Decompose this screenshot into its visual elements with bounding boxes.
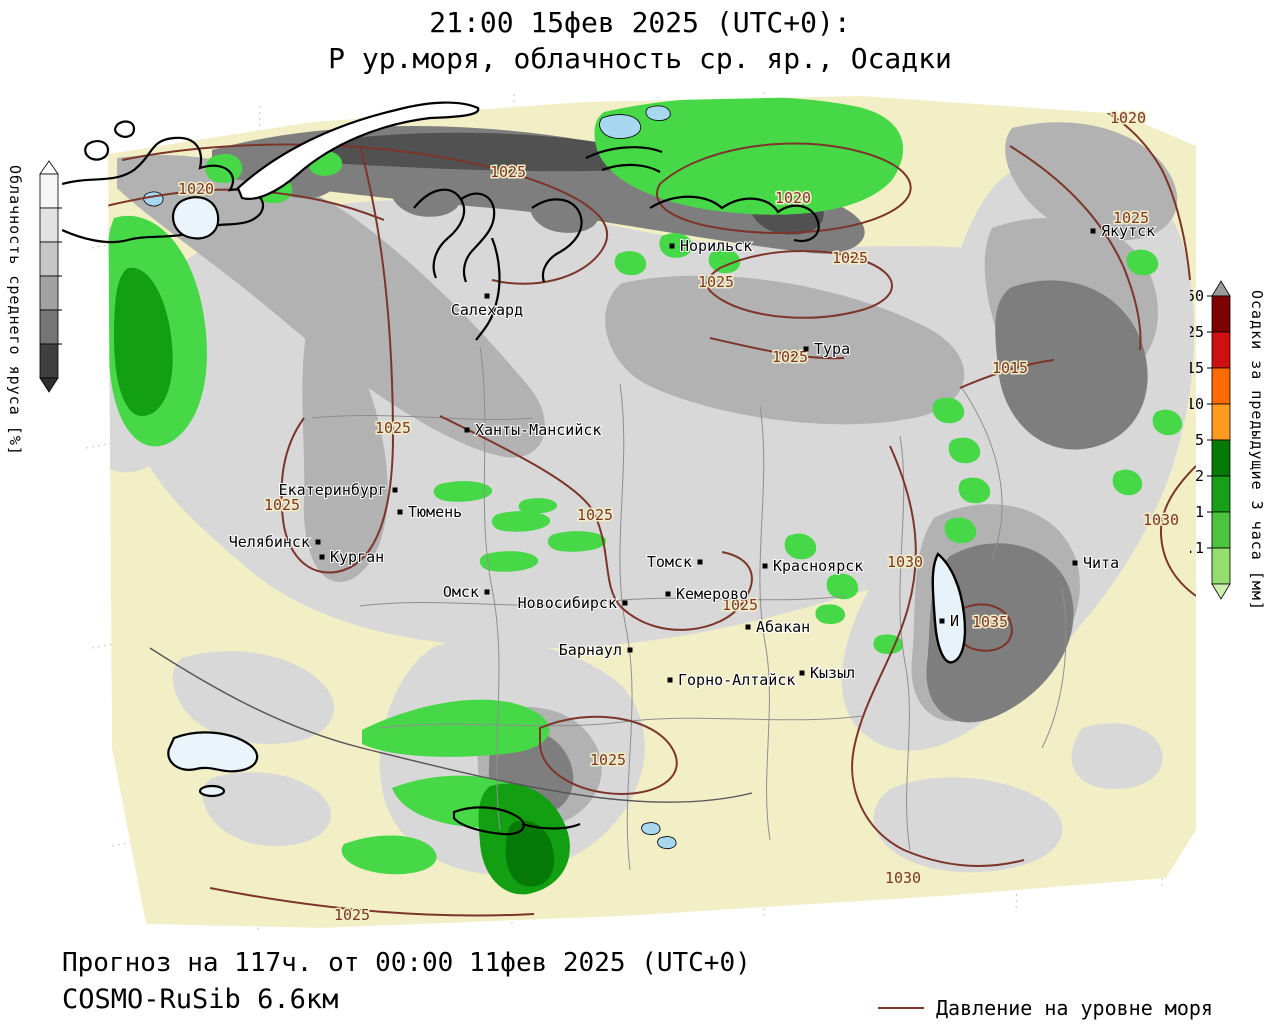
isobar-value-label: 1030 (885, 869, 921, 887)
model-domain (108, 96, 1196, 928)
isobar-value-label: 1020 (178, 180, 214, 198)
svg-text:1: 1 (1195, 503, 1204, 521)
isobar-value-label: 1015 (992, 359, 1028, 377)
city-markers: Норильск Салехард Тура Якутск Ханты-Мансийск… (228, 221, 1156, 690)
city-marker: Екатеринбург (278, 480, 398, 500)
city-marker: Курган (319, 547, 385, 567)
city-label: Тура (814, 340, 850, 358)
svg-text:15: 15 (1190, 359, 1204, 377)
cloudiness-axis-label: Облачность среднего яруса [%] (6, 164, 24, 456)
city-marker: Чита (1072, 553, 1120, 573)
city-marker: Норильск (669, 236, 753, 256)
isobar-value-label: 1025 (264, 496, 300, 514)
isobar-value-label: 1025 (1113, 209, 1149, 227)
isobar-value-label: 1025 (375, 419, 411, 437)
forecast-map-canvas: 1020 1025 1020 1020 1025 1025 1025 1025 1015 1025… (61, 88, 1196, 945)
isobar-value-label: 1025 (832, 249, 868, 267)
city-marker: Челябинск (228, 532, 321, 552)
country-border (149, 647, 753, 803)
city-label: Томск (647, 553, 692, 571)
city-marker: Горно-Алтайск (667, 670, 796, 690)
city-marker: Якутск (1090, 221, 1156, 241)
city-label: Кызыл (810, 664, 855, 682)
pressure-legend-label: Давление на уровне моря (936, 996, 1213, 1020)
city-label: Курган (330, 548, 384, 566)
city-marker: Ханты-Мансийск (464, 420, 602, 440)
city-label: Ханты-Мансийск (475, 421, 601, 439)
map-title-variables: Р ур.моря, облачность ср. яр., Осадки (328, 42, 952, 75)
city-label: Норильск (680, 237, 752, 255)
pressure-legend: Давление на уровне моря (878, 996, 1213, 1020)
city-marker: Тюмень (397, 502, 463, 522)
coastlines (61, 101, 967, 836)
city-label: Екатеринбург (279, 481, 387, 499)
svg-text:50: 50 (1190, 287, 1204, 305)
city-label: Красноярск (773, 557, 863, 575)
isobar-value-label: 1025 (490, 163, 526, 181)
isobar-value-label: 1025 (772, 348, 808, 366)
isobar-value-label: 1020 (1110, 109, 1146, 127)
isobar-value-label: 1035 (972, 613, 1008, 631)
city-label: Горно-Алтайск (678, 671, 795, 689)
city-marker: Тура (803, 339, 851, 359)
city-marker: Абакан (745, 617, 811, 637)
city-label: Якутск (1101, 222, 1155, 240)
precipitation-axis-label: Осадки за предыдущие 3 часа [мм] (1248, 289, 1266, 611)
city-label: Чита (1083, 554, 1119, 572)
svg-text:25: 25 (1190, 323, 1204, 341)
city-marker: Омск (442, 582, 490, 602)
city-label: Кемерово (676, 585, 748, 603)
city-marker: И (939, 611, 960, 631)
isobar-value-label: 1025 (577, 506, 613, 524)
city-label: Абакан (756, 618, 810, 636)
city-label: Омск (443, 583, 479, 601)
model-name-line: COSMO-RuSib 6.6км (62, 984, 339, 1015)
isobars (108, 96, 1196, 917)
city-marker: Салехард (450, 293, 524, 320)
svg-text:10: 10 (1190, 395, 1204, 413)
city-marker: Кемерово (665, 584, 749, 604)
map-title-datetime: 21:00 15фев 2025 (UTC+0): (429, 6, 851, 39)
isobar-labels: 1020 1025 1020 1020 1025 1025 1025 1025 1015 1025… (176, 108, 1180, 926)
city-label: Салехард (451, 301, 523, 319)
weather-map: 1020 1025 1020 1020 1025 1025 1025 1025 1015 1025… (61, 88, 1196, 945)
city-marker: Красноярск (762, 556, 864, 576)
forecast-info-line: Прогноз на 117ч. от 00:00 11фев 2025 (UT… (62, 948, 751, 978)
city-marker: Барнаул (558, 640, 633, 660)
svg-text:2: 2 (1195, 467, 1204, 485)
isobar-value-label: 1020 (775, 189, 811, 207)
precipitation-colorbar-scale: 50 25 15 10 5 2 1 0.1 (1177, 280, 1231, 600)
isobar-value-label: 1030 (1143, 511, 1179, 529)
isobar-value-label: 1025 (722, 596, 758, 614)
isobar-value-label: 1025 (590, 751, 626, 769)
isobar-value-label: 1025 (334, 906, 370, 924)
city-label: Челябинск (229, 533, 310, 551)
city-marker: Новосибирск (517, 593, 628, 613)
city-label: Новосибирск (518, 594, 617, 612)
city-marker: Томск (646, 552, 703, 572)
city-marker: Кызыл (799, 663, 856, 683)
isobar-value-label: 1025 (698, 273, 734, 291)
city-label: И (950, 612, 959, 630)
city-label: Барнаул (559, 641, 622, 659)
svg-text:5: 5 (1195, 431, 1204, 449)
city-label: Тюмень (408, 503, 462, 521)
svg-text:0.1: 0.1 (1190, 539, 1204, 557)
isobar-value-label: 1030 (887, 553, 923, 571)
region-borders (311, 345, 1067, 871)
precipitation-colorbar: 50 25 15 10 5 2 1 0.1 (1177, 280, 1260, 608)
pressure-legend-line (878, 1007, 924, 1009)
